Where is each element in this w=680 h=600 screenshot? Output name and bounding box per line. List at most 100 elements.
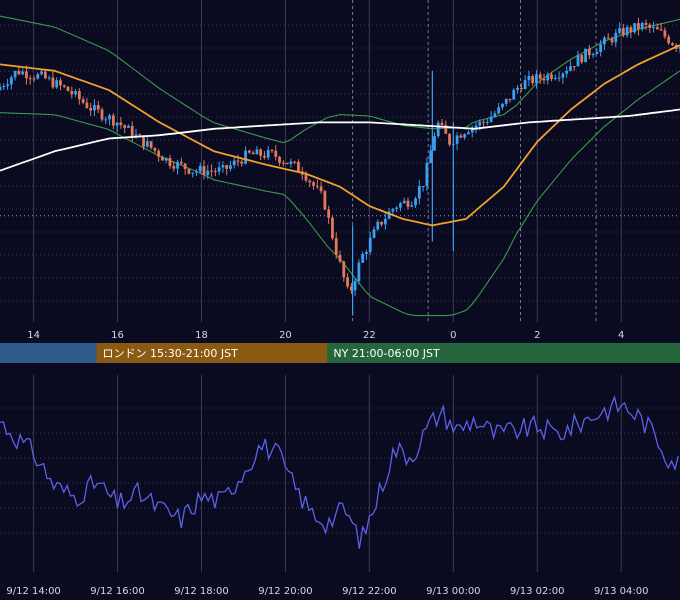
candle-up [376, 221, 380, 230]
price-x-tick-label: 16 [111, 330, 124, 341]
candle-down [663, 30, 667, 37]
candle-up [553, 77, 557, 79]
price-x-axis-ticks: 14 16 18 20 22 0 2 4 [27, 330, 624, 341]
candle-up [429, 150, 433, 164]
candle-up [523, 80, 527, 90]
candle-up [633, 23, 637, 33]
candle-up [652, 27, 655, 29]
candle-up [244, 150, 247, 164]
candle-up [417, 186, 421, 199]
candle-down [25, 71, 28, 79]
long-moving-average-line [0, 108, 680, 172]
candle-up [493, 113, 497, 117]
candle-down [349, 286, 353, 291]
candle-up [229, 165, 232, 169]
candle-down [319, 186, 323, 192]
bollinger-upper-band [0, 15, 680, 144]
candle-up [21, 71, 25, 75]
candle-up [474, 125, 478, 128]
candle-up [501, 103, 504, 108]
candle-up [561, 73, 565, 78]
candle-down [123, 125, 127, 128]
candle-up [2, 86, 6, 88]
candle-up [512, 89, 516, 100]
candle-up [599, 44, 603, 52]
candle-down [210, 170, 213, 172]
candle-down [213, 171, 217, 173]
candle-up [127, 125, 130, 128]
candle-up [387, 211, 391, 219]
candle-down [17, 70, 21, 75]
candle-down [308, 180, 312, 183]
candle-up [463, 134, 467, 138]
candle-up [232, 160, 236, 166]
candle-down [297, 161, 300, 172]
candle-up [176, 161, 179, 169]
candle-down [312, 182, 315, 186]
candle-down [66, 86, 70, 92]
candle-up [353, 281, 357, 291]
candle-up [40, 71, 43, 75]
candle-down [538, 74, 542, 79]
candle-down [606, 37, 610, 39]
candle-up [595, 51, 599, 55]
candle-up [546, 74, 550, 81]
candle-down [285, 162, 289, 165]
candle-up [55, 80, 59, 88]
candle-up [569, 66, 572, 71]
candle-up [13, 70, 17, 78]
candle-down [247, 150, 251, 153]
candle-down [59, 80, 62, 86]
candle-up [399, 203, 402, 208]
oscillator-x-tick-label: 9/13 00:00 [426, 586, 480, 597]
candle-up [145, 141, 149, 147]
candle-up [255, 149, 259, 155]
price-x-tick-label: 14 [27, 330, 40, 341]
oscillator-x-tick-label: 9/12 20:00 [258, 586, 312, 597]
candle-up [516, 87, 519, 90]
candle-down [338, 254, 342, 262]
candle-down [293, 161, 297, 163]
candle-down [508, 98, 512, 100]
candle-up [402, 200, 406, 204]
candle-up [535, 74, 538, 84]
candle-up [625, 27, 629, 36]
candle-up [206, 170, 210, 175]
candle-down [28, 78, 32, 80]
price-x-tick-label: 22 [363, 330, 376, 341]
candle-down [550, 74, 553, 79]
candle-up [198, 166, 202, 172]
candle-down [251, 152, 255, 155]
oscillator-x-tick-label: 9/13 02:00 [510, 586, 564, 597]
candle-down [157, 150, 161, 157]
candle-down [482, 121, 485, 123]
candle-up [497, 107, 501, 114]
candle-down [168, 157, 172, 167]
candle-down [274, 150, 278, 157]
oscillator-panel: 9/12 14:00 9/12 16:00 9/12 18:00 9/12 20:00… [0, 375, 680, 597]
candle-down [43, 71, 47, 79]
candle-down [587, 48, 591, 56]
candle-up [9, 77, 13, 85]
candle-down [130, 125, 134, 138]
candle-down [119, 122, 123, 126]
oscillator-x-axis-ticks: 9/12 14:00 9/12 16:00 9/12 18:00 9/12 20:00… [6, 586, 648, 597]
candle-up [391, 208, 395, 212]
candle-down [610, 38, 614, 43]
oscillator-x-tick-label: 9/12 14:00 [6, 586, 60, 597]
candle-down [542, 78, 546, 81]
candle-down [240, 161, 244, 164]
candle-up [195, 171, 198, 173]
candle-up [584, 48, 587, 63]
candle-down [448, 133, 451, 145]
candle-up [191, 172, 195, 174]
candle-up [478, 121, 482, 126]
moving-average-line [0, 44, 680, 227]
candle-up [576, 55, 580, 67]
candle-down [138, 134, 142, 136]
candle-down [172, 166, 176, 169]
candle-up [6, 84, 9, 87]
oscillator-grid [0, 375, 680, 572]
candle-up [436, 122, 440, 137]
candle-up [357, 262, 361, 282]
